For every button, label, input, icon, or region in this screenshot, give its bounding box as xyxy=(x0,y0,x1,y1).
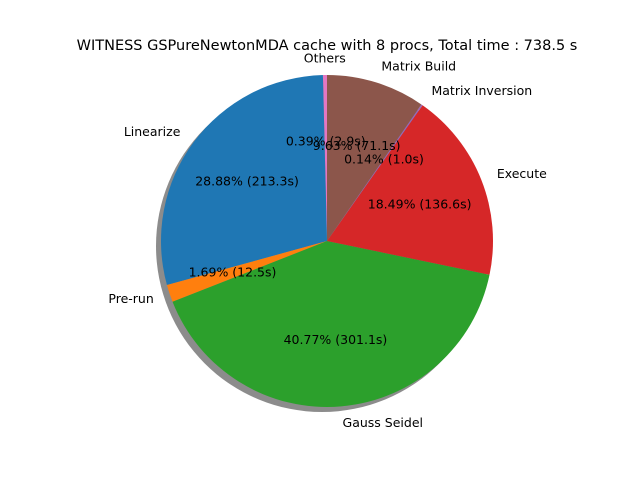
pie-slice-gauss-seidel xyxy=(172,241,490,407)
slice-label-execute: Execute xyxy=(497,166,547,181)
slice-label-linearize: Linearize xyxy=(124,124,181,139)
slice-value-linearize: 28.88% (213.3s) xyxy=(195,174,299,189)
slice-value-others: 0.39% (2.9s) xyxy=(286,133,366,148)
pie-slice-matrix-build xyxy=(327,75,422,241)
pie-slice-execute xyxy=(327,105,493,275)
slice-value-gauss-seidel: 40.77% (301.1s) xyxy=(284,332,388,347)
slice-label-gauss-seidel: Gauss Seidel xyxy=(343,415,423,430)
pie-labels: Others 0.39% (2.9s) Linearize 28.88% (213.3… xyxy=(108,50,547,430)
pie-slice-others xyxy=(322,75,327,241)
slice-value-pre-run: 1.69% (12.5s) xyxy=(189,265,277,280)
slice-label-pre-run: Pre-run xyxy=(108,291,153,306)
slice-label-matrix-inversion: Matrix Inversion xyxy=(431,83,532,98)
slice-value-matrix-build: 9.63% (71.1s) xyxy=(313,138,401,153)
slice-label-matrix-build: Matrix Build xyxy=(381,59,456,74)
pie-slice-pre-run xyxy=(166,241,327,302)
slice-value-execute: 18.49% (136.6s) xyxy=(368,196,472,211)
pie-slice-matrix-inversion xyxy=(327,104,423,241)
pie-slice-linearize xyxy=(160,75,327,286)
pie-wedges xyxy=(160,75,493,407)
chart-title: WITNESS GSPureNewtonMDA cache with 8 pro… xyxy=(77,38,578,54)
slice-label-others: Others xyxy=(304,50,346,65)
slice-value-matrix-inversion: 0.14% (1.0s) xyxy=(344,151,424,166)
